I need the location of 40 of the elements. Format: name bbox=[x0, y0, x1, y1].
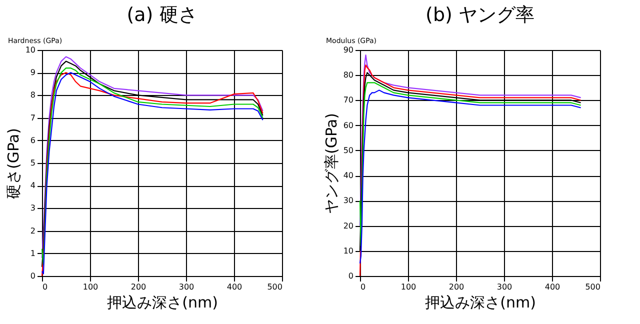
y-tick-label: 1 bbox=[30, 248, 36, 258]
x-tick-label: 500 bbox=[585, 282, 600, 292]
x-tick-label: 200 bbox=[130, 282, 146, 292]
y-tick-label: 10 bbox=[25, 46, 36, 54]
y-tick-label: 9 bbox=[30, 68, 36, 78]
chart-title: (b) ヤング率 bbox=[426, 4, 534, 26]
y-tick-label: 70 bbox=[343, 96, 354, 105]
y-tick-label: 4 bbox=[30, 181, 36, 190]
x-tick-label: 200 bbox=[448, 282, 464, 292]
y-tick-label: 7 bbox=[30, 113, 36, 122]
y-tick-label: 8 bbox=[30, 90, 36, 100]
x-tick-label: 300 bbox=[496, 282, 512, 292]
y-tick-label: 20 bbox=[343, 221, 354, 230]
y-tick-label: 60 bbox=[343, 120, 354, 130]
x-tick-label: 400 bbox=[544, 282, 560, 292]
y-tick-label: 0 bbox=[30, 272, 36, 280]
x-tick-label: 0 bbox=[360, 282, 366, 292]
x-tick-label: 100 bbox=[82, 282, 98, 292]
x-axis-title: 押込み深さ(nm) bbox=[425, 294, 536, 312]
y-tick-label: 2 bbox=[30, 226, 36, 236]
line-series bbox=[359, 54, 582, 226]
y-tick-label: 0 bbox=[348, 272, 354, 280]
x-tick-label: 100 bbox=[400, 282, 416, 292]
y-tick-label: 90 bbox=[343, 46, 354, 54]
y-tick-label: 5 bbox=[30, 158, 36, 168]
y-axis-title: 硬さ(GPa) bbox=[4, 128, 22, 199]
y-axis-title: ヤング率(GPa) bbox=[322, 113, 340, 214]
x-axis-title: 押込み深さ(nm) bbox=[107, 294, 218, 312]
x-tick-label: 0 bbox=[42, 282, 48, 292]
x-tick-label: 400 bbox=[226, 282, 242, 292]
y-tick-label: 30 bbox=[343, 196, 354, 206]
y-tick-label: 6 bbox=[30, 136, 36, 145]
y-tick-label: 3 bbox=[30, 204, 36, 213]
x-tick-label: 500 bbox=[267, 282, 282, 292]
y-tick-label: 40 bbox=[343, 171, 354, 180]
y-tick-label: 80 bbox=[343, 70, 354, 80]
x-tick-label: 300 bbox=[178, 282, 194, 292]
y-tick-label: 10 bbox=[343, 246, 354, 256]
chart-title: (a) 硬さ bbox=[126, 4, 198, 26]
y-tick-label: 50 bbox=[343, 146, 354, 155]
